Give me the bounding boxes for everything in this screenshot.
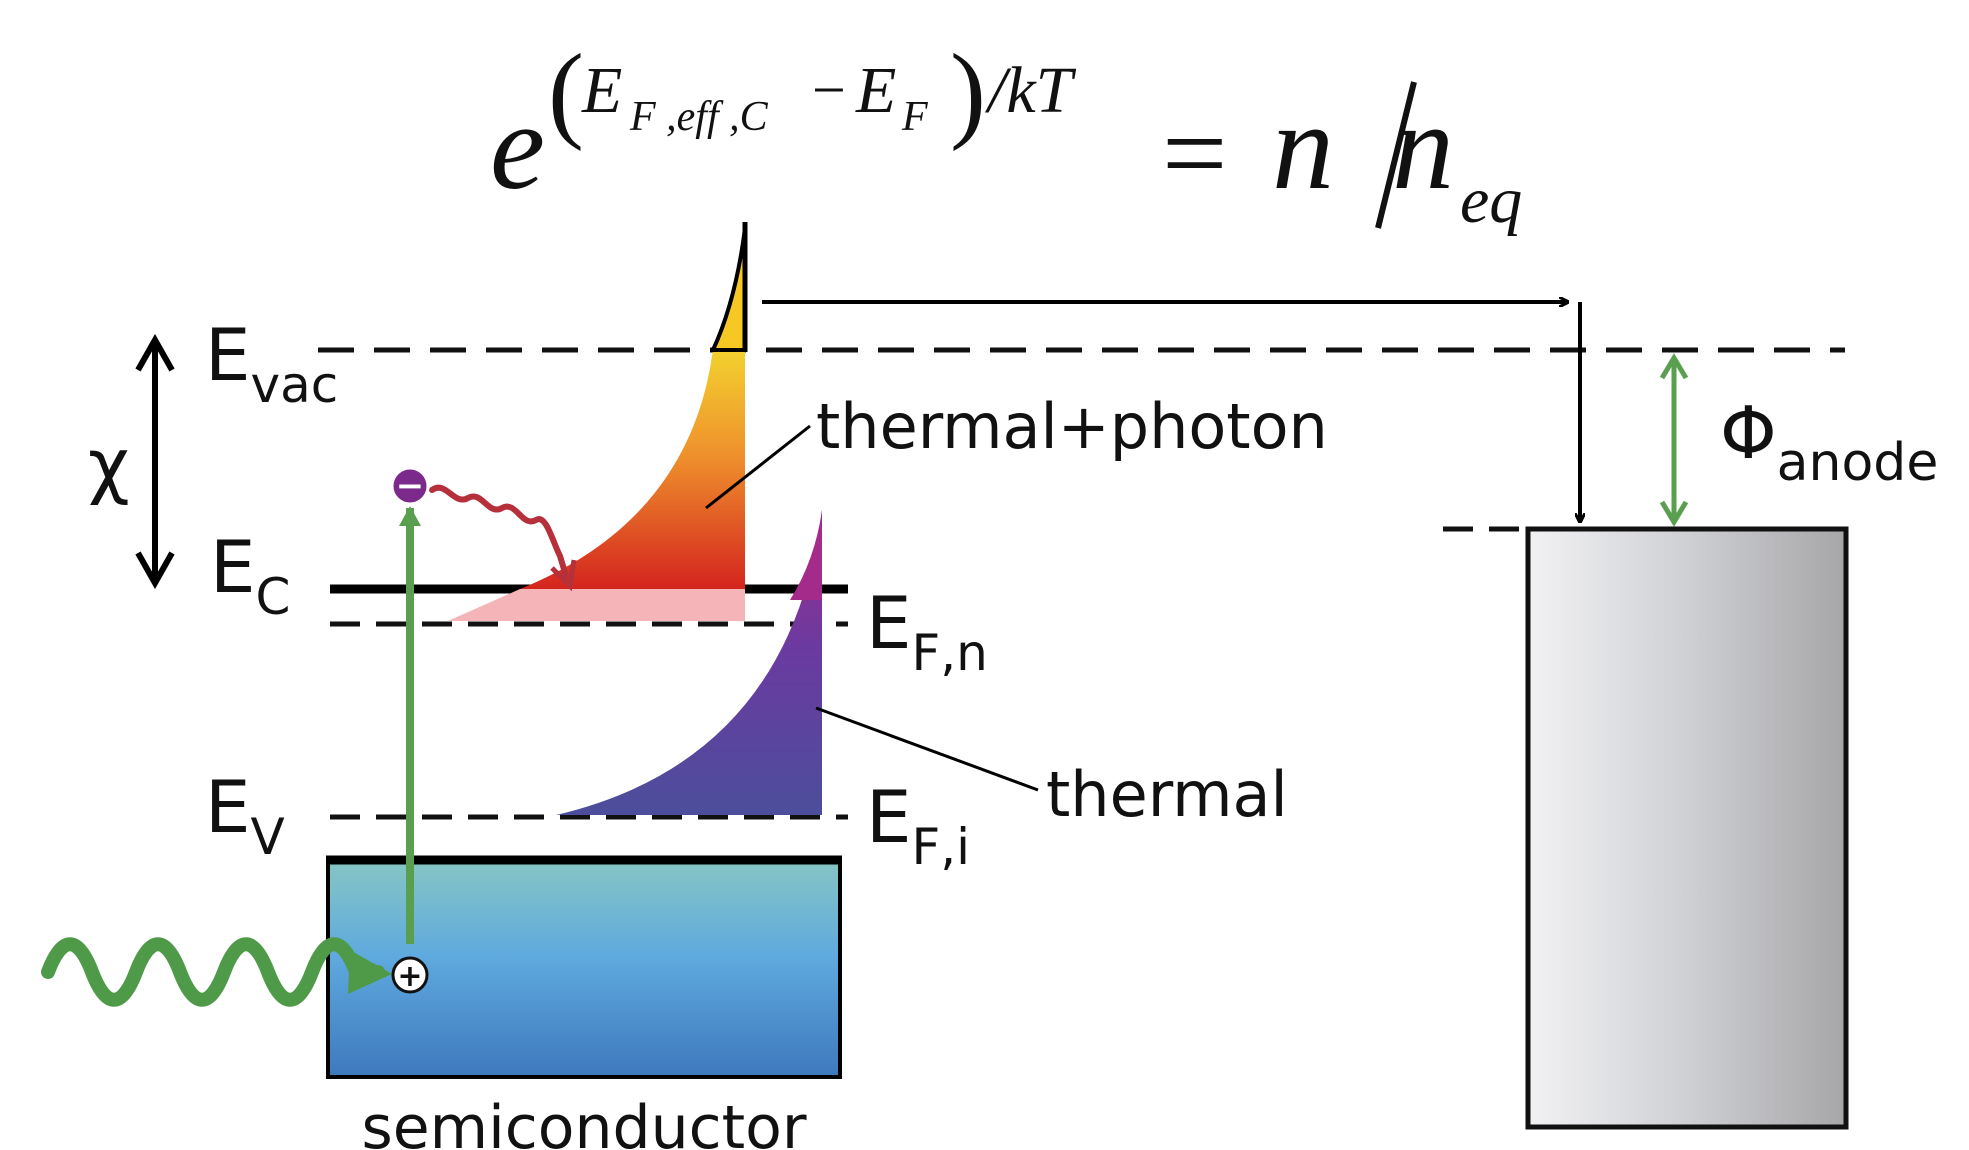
efi-label-sub: F,i <box>912 818 971 876</box>
ev-label-main: E <box>205 765 251 849</box>
phi-label-sub: anode <box>1777 433 1939 493</box>
thermal-distribution <box>556 510 822 815</box>
evac-label: Evac <box>205 313 338 414</box>
ev-label-sub: V <box>251 808 285 866</box>
equation-slash-kt: /kT <box>984 54 1077 127</box>
ev-label: EV <box>205 765 285 866</box>
ec-label: EC <box>210 525 290 626</box>
efi-label: EF,i <box>866 775 970 876</box>
thermal-label: thermal <box>1046 758 1288 831</box>
equation-ef-eff-sub: F ,eff ,C <box>629 94 769 140</box>
chi-arrow-head-bottom <box>135 551 175 590</box>
efn-label: EF,n <box>866 581 988 682</box>
thermal-photon-distribution <box>520 350 745 589</box>
hole: + <box>391 956 429 994</box>
photon-wave <box>41 937 385 1007</box>
efi-label-main: E <box>866 775 912 859</box>
chi-label: χ <box>88 423 130 507</box>
equation-minus: − <box>812 57 846 123</box>
electron: − <box>390 466 430 506</box>
semiconductor-label: semiconductor <box>361 1093 806 1150</box>
efn-label-sub: F,n <box>912 624 988 682</box>
anode-block <box>1525 526 1849 1130</box>
equation-ef-eff: E <box>581 54 622 127</box>
relaxation-wave-head <box>550 559 577 592</box>
equation-base: e <box>490 78 545 215</box>
equation-slash <box>1375 81 1417 229</box>
equation-equals: = <box>1162 90 1227 218</box>
electron-sign: − <box>396 466 425 506</box>
equation-n: n <box>1272 78 1334 215</box>
ec-label-sub: C <box>256 568 291 626</box>
equation: e ( E F ,eff ,C − E F ) /kT = n n eq <box>490 33 1522 237</box>
hole-sign: + <box>397 959 422 994</box>
relaxation-wave <box>429 484 569 579</box>
low-energy-tail <box>448 589 745 621</box>
equation-n-eq-sub: eq <box>1460 164 1522 237</box>
chi-arrow-head-top <box>135 333 175 372</box>
phi-arrow-head-bottom <box>1659 500 1689 527</box>
phi-anode-label: Φanode <box>1720 391 1938 493</box>
ec-label-main: E <box>210 525 256 609</box>
equation-paren-close: ) <box>950 33 986 152</box>
evac-label-sub: vac <box>251 356 339 414</box>
evac-label-main: E <box>205 313 251 397</box>
equation-ef-sub: F <box>901 94 928 140</box>
equation-n-eq: n <box>1392 78 1454 215</box>
thermal-leader <box>815 706 1039 792</box>
equation-paren-open: ( <box>548 33 584 152</box>
hot-electron-tail <box>709 227 747 352</box>
equation-ef: E <box>855 54 896 127</box>
thermal-photon-label: thermal+photon <box>816 390 1328 463</box>
photon-wave-head <box>348 950 392 994</box>
phi-label-main: Φ <box>1720 391 1777 475</box>
thermal-photon-leader <box>705 424 811 510</box>
efn-label-main: E <box>866 581 912 665</box>
phi-arrow-head-top <box>1659 353 1689 380</box>
thermal-distribution-top <box>790 510 822 600</box>
